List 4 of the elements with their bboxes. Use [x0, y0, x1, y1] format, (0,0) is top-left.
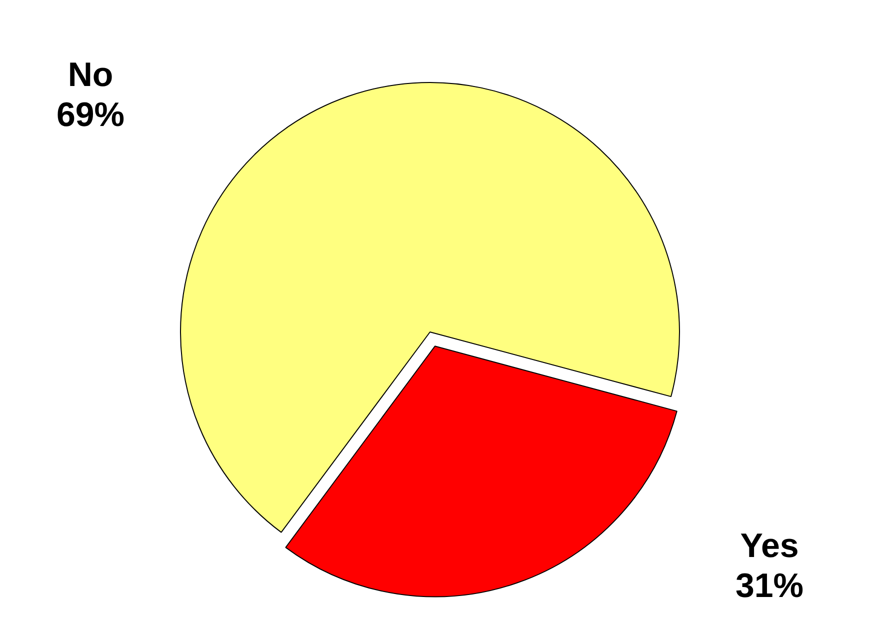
data-label: 31% [735, 566, 804, 605]
data-label: 69% [56, 96, 125, 134]
slice-label: Yes [740, 526, 799, 565]
slice-label: No [68, 56, 114, 94]
